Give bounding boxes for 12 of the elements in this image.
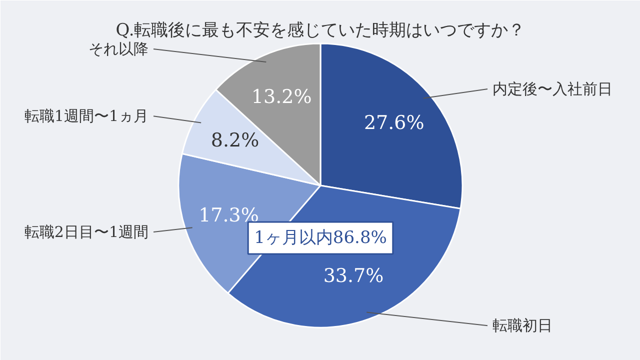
data-label: 33.7% xyxy=(323,265,384,288)
data-label: 13.2% xyxy=(251,86,312,108)
slice-label: 転職1週間〜1ヵ月 xyxy=(24,107,149,126)
slice-label: それ以降 xyxy=(88,40,148,58)
slice-label: 転職初日 xyxy=(492,316,552,335)
text: 1ヶ月以内86.8% xyxy=(254,228,387,248)
slice-label: 内定後〜入社前日 xyxy=(492,80,612,98)
data-label: 27.6% xyxy=(364,112,424,134)
slice-label: 転職2日目〜1週間 xyxy=(24,223,149,242)
chart-title: Q.転職後に最も不安を感じていた時期はいつですか？ xyxy=(116,20,526,40)
data-label: 8.2% xyxy=(210,130,260,152)
data-label: 17.3% xyxy=(198,204,259,227)
